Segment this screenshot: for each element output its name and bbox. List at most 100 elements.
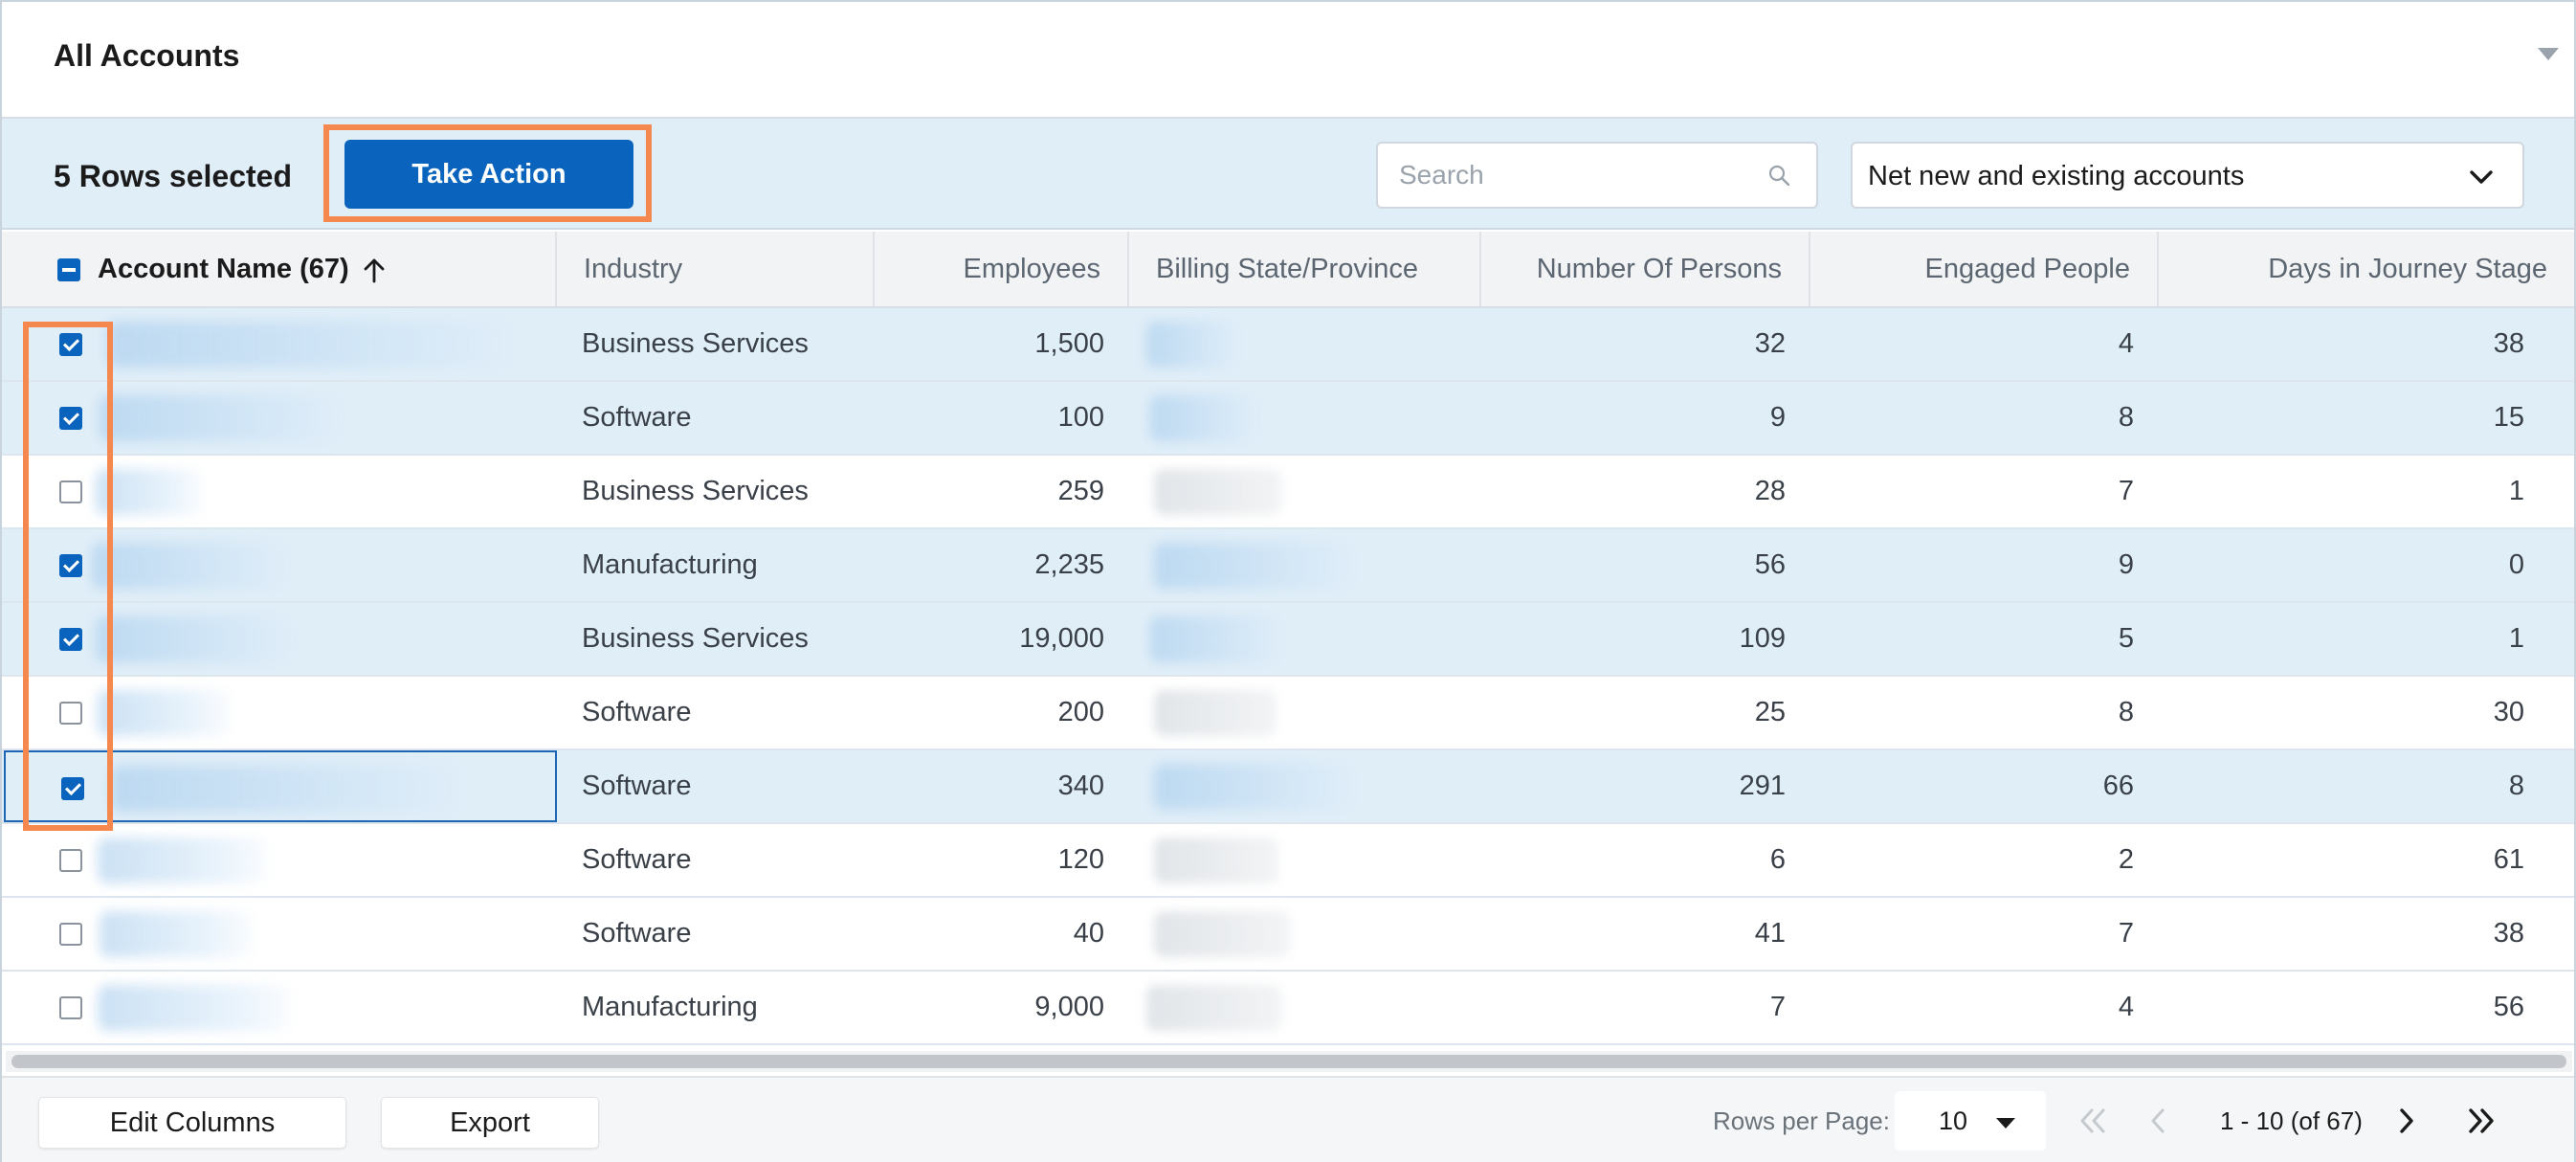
engaged-people-cell: 4 bbox=[2118, 328, 2134, 359]
table-row[interactable]: Software 100 9 8 15 bbox=[2, 382, 2574, 456]
redacted-billing-state bbox=[1154, 764, 1353, 810]
account-name-cell[interactable] bbox=[4, 824, 557, 896]
table-row[interactable]: Business Services 19,000 109 5 1 bbox=[2, 603, 2574, 677]
last-page-icon[interactable] bbox=[2465, 1105, 2499, 1137]
select-all-checkbox[interactable] bbox=[57, 258, 80, 281]
employees-cell: 259 bbox=[1057, 476, 1104, 506]
days-in-journey-stage-cell: 1 bbox=[2508, 623, 2524, 654]
column-account-name[interactable]: Account Name (67) bbox=[2, 232, 557, 306]
rows-per-page-value: 10 bbox=[1939, 1106, 1968, 1135]
table-row[interactable]: Manufacturing 9,000 7 4 56 bbox=[2, 972, 2574, 1045]
account-name-cell[interactable] bbox=[4, 382, 557, 454]
row-checkbox[interactable] bbox=[61, 777, 84, 800]
table-row[interactable]: Software 40 41 7 38 bbox=[2, 898, 2574, 972]
days-in-journey-stage-cell: 1 bbox=[2508, 476, 2524, 506]
number-of-persons-cell: 28 bbox=[1754, 476, 1786, 506]
previous-page-icon[interactable] bbox=[2143, 1105, 2178, 1137]
redacted-billing-state bbox=[1150, 395, 1255, 441]
engaged-people-cell: 9 bbox=[2118, 549, 2134, 580]
next-page-icon[interactable] bbox=[2390, 1105, 2425, 1137]
row-checkbox[interactable] bbox=[59, 407, 82, 430]
row-checkbox[interactable] bbox=[59, 480, 82, 503]
industry-cell: Software bbox=[582, 918, 692, 949]
pagination-range: 1 - 10 (of 67) bbox=[2220, 1106, 2363, 1135]
industry-cell: Software bbox=[582, 697, 692, 727]
row-checkbox[interactable] bbox=[59, 554, 82, 577]
account-name-cell[interactable] bbox=[4, 603, 557, 675]
account-name-cell[interactable] bbox=[4, 972, 557, 1043]
caret-down-icon bbox=[1996, 1118, 2015, 1128]
number-of-persons-cell: 7 bbox=[1769, 992, 1786, 1022]
column-days-in-journey-stage[interactable]: Days in Journey Stage bbox=[2268, 254, 2547, 284]
redacted-account-name bbox=[92, 543, 285, 589]
column-number-of-persons[interactable]: Number Of Persons bbox=[1481, 232, 1810, 306]
account-name-cell[interactable] bbox=[4, 898, 557, 970]
rows-per-page-label: Rows per Page: bbox=[1713, 1106, 1890, 1135]
caret-down-icon[interactable] bbox=[2538, 48, 2559, 60]
table-row[interactable]: Business Services 259 28 7 1 bbox=[2, 456, 2574, 529]
column-billing-state[interactable]: Billing State/Province bbox=[1129, 232, 1481, 306]
industry-cell: Software bbox=[582, 844, 692, 875]
redacted-account-name bbox=[98, 690, 230, 736]
employees-cell: 1,500 bbox=[1034, 328, 1104, 359]
redacted-billing-state bbox=[1154, 838, 1278, 883]
row-checkbox[interactable] bbox=[59, 923, 82, 946]
number-of-persons-cell: 109 bbox=[1739, 623, 1786, 654]
rows-per-page-select[interactable]: 10 bbox=[1895, 1091, 2046, 1151]
industry-cell: Software bbox=[582, 771, 692, 801]
scrollbar-thumb[interactable] bbox=[11, 1055, 2566, 1068]
column-industry[interactable]: Industry bbox=[557, 232, 875, 306]
account-name-cell[interactable] bbox=[4, 529, 557, 601]
industry-cell: Business Services bbox=[582, 476, 809, 506]
engaged-people-cell: 4 bbox=[2118, 992, 2134, 1022]
redacted-account-name bbox=[96, 616, 291, 662]
row-checkbox[interactable] bbox=[59, 702, 82, 725]
selected-count: 5 Rows selected bbox=[54, 159, 292, 193]
column-employees[interactable]: Employees bbox=[875, 232, 1129, 306]
search-box[interactable] bbox=[1376, 142, 1818, 209]
employees-cell: 200 bbox=[1057, 697, 1104, 727]
row-checkbox[interactable] bbox=[59, 628, 82, 651]
export-button[interactable]: Export bbox=[381, 1097, 599, 1149]
row-checkbox[interactable] bbox=[59, 849, 82, 872]
employees-cell: 40 bbox=[1073, 918, 1104, 949]
days-in-journey-stage-cell: 56 bbox=[2493, 992, 2524, 1022]
sort-ascending-icon[interactable] bbox=[362, 257, 387, 283]
redacted-billing-state bbox=[1146, 322, 1238, 368]
table-row[interactable]: Business Services 1,500 32 4 38 bbox=[2, 308, 2574, 382]
days-in-journey-stage-cell: 8 bbox=[2508, 771, 2524, 801]
account-name-cell[interactable] bbox=[4, 677, 557, 749]
number-of-persons-cell: 291 bbox=[1739, 771, 1786, 801]
table-row[interactable]: Software 340 291 66 8 bbox=[2, 750, 2574, 824]
engaged-people-cell: 7 bbox=[2118, 476, 2134, 506]
column-engaged-people[interactable]: Engaged People bbox=[1810, 232, 2159, 306]
column-account-name-label: Account Name (67) bbox=[98, 254, 349, 284]
redacted-billing-state bbox=[1154, 543, 1353, 589]
table-row[interactable]: Software 120 6 2 61 bbox=[2, 824, 2574, 898]
employees-cell: 19,000 bbox=[1019, 623, 1104, 654]
first-page-icon[interactable] bbox=[2076, 1105, 2111, 1137]
take-action-button[interactable]: Take Action bbox=[344, 140, 633, 209]
row-checkbox[interactable] bbox=[59, 996, 82, 1019]
redacted-billing-state bbox=[1154, 911, 1290, 957]
table-header: Account Name (67) Industry Employees Bil… bbox=[2, 232, 2574, 308]
account-name-cell[interactable] bbox=[4, 308, 557, 380]
engaged-people-cell: 66 bbox=[2102, 771, 2134, 801]
employees-cell: 100 bbox=[1057, 402, 1104, 433]
account-filter-select[interactable]: Net new and existing accounts bbox=[1851, 142, 2524, 209]
edit-columns-button[interactable]: Edit Columns bbox=[38, 1097, 346, 1149]
employees-cell: 2,235 bbox=[1034, 549, 1104, 580]
number-of-persons-cell: 25 bbox=[1754, 697, 1786, 727]
table-row[interactable]: Manufacturing 2,235 56 9 0 bbox=[2, 529, 2574, 603]
redacted-billing-state bbox=[1146, 985, 1282, 1031]
redacted-billing-state bbox=[1150, 616, 1280, 662]
panel-header: All Accounts bbox=[2, 2, 2574, 119]
account-name-cell[interactable] bbox=[4, 456, 557, 527]
search-input[interactable] bbox=[1399, 155, 1743, 195]
redacted-account-name bbox=[111, 766, 459, 812]
filter-value: Net new and existing accounts bbox=[1868, 161, 2245, 191]
row-checkbox[interactable] bbox=[59, 333, 82, 356]
account-name-cell[interactable] bbox=[4, 750, 557, 822]
table-row[interactable]: Software 200 25 8 30 bbox=[2, 677, 2574, 750]
